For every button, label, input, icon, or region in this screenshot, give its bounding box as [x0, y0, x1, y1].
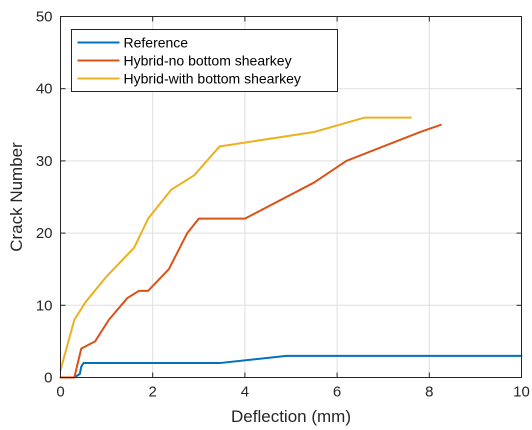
legend: Reference Hybrid-no bottom shearkey Hybrid… [71, 29, 338, 92]
axis-ticks: 0 2 4 6 8 10 0 10 20 30 40 50 [36, 9, 530, 401]
series-line-3 [59, 116, 412, 372]
y-tick-label: 40 [36, 81, 53, 98]
series-lines [59, 116, 523, 379]
y-tick-label: 50 [36, 9, 53, 26]
y-tick-label: 0 [44, 370, 52, 387]
series-line-2 [59, 123, 442, 379]
x-tick-label: 0 [56, 384, 64, 401]
y-tick-label: 30 [36, 153, 53, 170]
legend-entry-label: Reference [124, 35, 189, 51]
x-axis-label: Deflection (mm) [231, 407, 351, 426]
y-axis-label: Crack Number [7, 142, 26, 252]
x-tick-label: 4 [241, 384, 249, 401]
legend-entry-label: Hybrid-no bottom shearkey [124, 53, 292, 69]
legend-entry-label: Hybrid-with bottom shearkey [124, 71, 301, 87]
x-tick-label: 6 [333, 384, 341, 401]
plot-frame [60, 16, 522, 378]
y-tick-label: 20 [36, 225, 53, 242]
y-tick-label: 10 [36, 297, 53, 314]
x-tick-label: 2 [149, 384, 157, 401]
x-tick-label: 8 [425, 384, 433, 401]
x-tick-label: 10 [513, 384, 530, 401]
